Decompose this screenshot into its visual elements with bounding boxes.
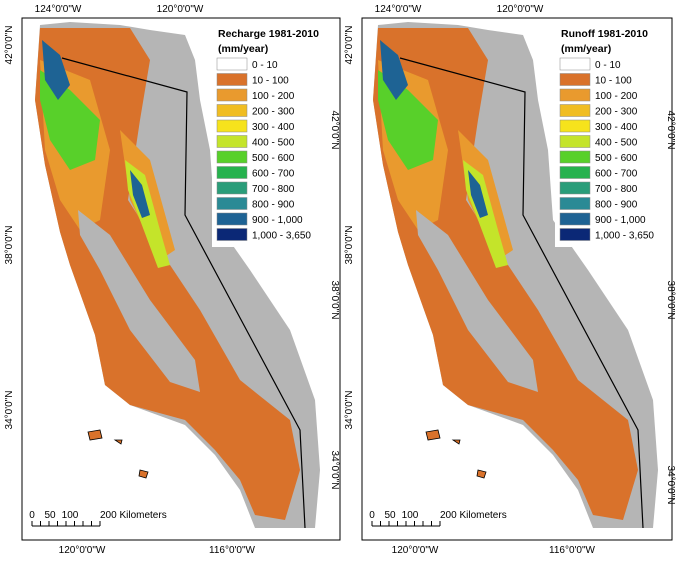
scale-label: 0 bbox=[369, 510, 375, 521]
latitude-label: 38°0'0"N bbox=[329, 281, 340, 320]
legend-swatch bbox=[559, 181, 591, 195]
legend-label: 0 - 10 bbox=[252, 60, 278, 71]
latitude-label: 34°0'0"N bbox=[329, 451, 340, 490]
legend-label: 500 - 600 bbox=[252, 153, 295, 164]
legend-title: Runoff 1981-2010 bbox=[561, 28, 648, 40]
latitude-label: 42°0'0"N bbox=[4, 26, 15, 65]
panel: Runoff 1981-2010 (mm/year) 0 - 10 10 - 100 1… bbox=[344, 4, 676, 556]
frame-right bbox=[361, 17, 673, 541]
legend-label: 10 - 100 bbox=[595, 76, 632, 87]
legend-label: 900 - 1,000 bbox=[252, 215, 303, 226]
legend-label: 300 - 400 bbox=[252, 122, 295, 133]
scale-label: 100 bbox=[402, 510, 419, 521]
legend-label: 700 - 800 bbox=[595, 184, 638, 195]
legend-label: 700 - 800 bbox=[252, 184, 295, 195]
legend-label: 400 - 500 bbox=[595, 138, 638, 149]
longitude-label: 124°0'0"W bbox=[35, 4, 82, 15]
legend-swatch bbox=[559, 228, 591, 241]
legend-units: (mm/year) bbox=[561, 43, 611, 55]
legend-swatch bbox=[559, 135, 591, 148]
longitude-label: 120°0'0"W bbox=[392, 545, 439, 556]
latitude-label: 38°0'0"N bbox=[4, 226, 15, 265]
longitude-label: 116°0'0"W bbox=[549, 545, 596, 556]
legend-label: 1,000 - 3,650 bbox=[252, 231, 311, 242]
scale-label: 200 Kilometers bbox=[100, 510, 167, 521]
scale-label: 50 bbox=[384, 510, 396, 521]
legend-label: 0 - 10 bbox=[595, 60, 621, 71]
longitude-label: 124°0'0"W bbox=[375, 4, 422, 15]
legend-label: 200 - 300 bbox=[252, 107, 295, 118]
frame-left bbox=[21, 17, 341, 541]
legend-swatch bbox=[559, 212, 591, 226]
legend-label: 900 - 1,000 bbox=[595, 215, 646, 226]
longitude-label: 120°0'0"W bbox=[59, 545, 106, 556]
legend-label: 800 - 900 bbox=[595, 200, 638, 211]
legend-label: 100 - 200 bbox=[252, 91, 295, 102]
legend-label: 800 - 900 bbox=[252, 200, 295, 211]
legend-swatch bbox=[559, 119, 591, 133]
legend-swatch bbox=[216, 197, 248, 210]
legend-swatch bbox=[216, 228, 248, 241]
latitude-label: 34°0'0"N bbox=[665, 466, 676, 505]
longitude-label: 116°0'0"W bbox=[209, 545, 256, 556]
legend-swatch bbox=[559, 166, 591, 179]
latitude-label: 38°0'0"N bbox=[344, 226, 355, 265]
legend-swatch bbox=[216, 135, 248, 148]
legend-label: 100 - 200 bbox=[595, 91, 638, 102]
legend-swatch bbox=[216, 150, 248, 164]
legend-swatch bbox=[559, 197, 591, 210]
legend-label: 200 - 300 bbox=[595, 107, 638, 118]
legend-swatch bbox=[559, 104, 591, 117]
legend-title: Recharge 1981-2010 bbox=[218, 28, 319, 40]
latitude-label: 42°0'0"N bbox=[329, 111, 340, 150]
legend-swatch bbox=[216, 104, 248, 117]
legend-label: 500 - 600 bbox=[595, 153, 638, 164]
longitude-label: 120°0'0"W bbox=[497, 4, 544, 15]
legend-swatch bbox=[216, 73, 248, 86]
legend-label: 400 - 500 bbox=[252, 138, 295, 149]
latitude-label: 42°0'0"N bbox=[665, 111, 676, 150]
scale-label: 0 bbox=[29, 510, 35, 521]
panel: Recharge 1981-2010 (mm/year) 0 - 10 10 - 10… bbox=[4, 4, 340, 556]
longitude-label: 120°0'0"W bbox=[157, 4, 204, 15]
legend-label: 300 - 400 bbox=[595, 122, 638, 133]
legend-swatch bbox=[559, 57, 591, 71]
scale-label: 200 Kilometers bbox=[440, 510, 507, 521]
legend-label: 10 - 100 bbox=[252, 76, 289, 87]
legend-swatch bbox=[559, 73, 591, 86]
scale-label: 100 bbox=[62, 510, 79, 521]
legend-label: 600 - 700 bbox=[252, 169, 295, 180]
latitude-label: 34°0'0"N bbox=[344, 391, 355, 430]
legend-swatch bbox=[216, 212, 248, 226]
legend-swatch bbox=[216, 166, 248, 179]
legend-label: 600 - 700 bbox=[595, 169, 638, 180]
legend-swatch bbox=[216, 57, 248, 71]
latitude-label: 34°0'0"N bbox=[4, 391, 15, 430]
legend-swatch bbox=[216, 119, 248, 133]
latitude-label: 38°0'0"N bbox=[665, 281, 676, 320]
legend-label: 1,000 - 3,650 bbox=[595, 231, 654, 242]
legend-units: (mm/year) bbox=[218, 43, 268, 55]
legend-swatch bbox=[559, 150, 591, 164]
legend-swatch bbox=[216, 181, 248, 195]
scale-label: 50 bbox=[44, 510, 56, 521]
latitude-label: 42°0'0"N bbox=[344, 26, 355, 65]
legend-swatch bbox=[216, 88, 248, 102]
legend-swatch bbox=[559, 88, 591, 102]
